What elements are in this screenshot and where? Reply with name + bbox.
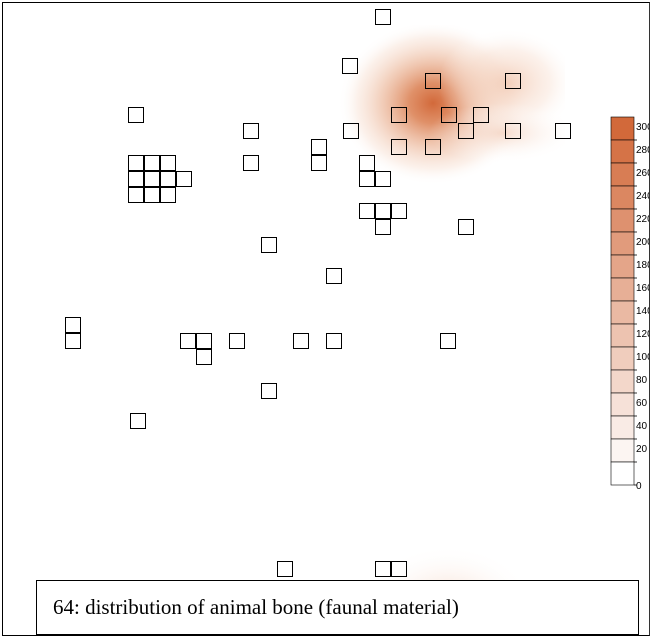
scale-swatch xyxy=(610,369,635,394)
scale-tick-label: 180 xyxy=(636,260,650,271)
excavation-unit-square xyxy=(375,203,391,219)
figure-caption: 64: distribution of animal bone (faunal … xyxy=(36,580,639,635)
excavation-unit-square xyxy=(375,561,391,577)
excavation-unit-square xyxy=(144,187,160,203)
excavation-unit-square xyxy=(128,107,144,123)
excavation-units xyxy=(65,9,571,577)
excavation-unit-square xyxy=(311,139,327,155)
excavation-unit-square xyxy=(441,107,457,123)
excavation-unit-square xyxy=(128,171,144,187)
excavation-unit-square xyxy=(176,171,192,187)
color-scale-legend: 0 20 40 60 80 100 120 140 160 180 200 220 240 260 280 3… xyxy=(610,116,650,492)
scale-swatch xyxy=(610,346,635,371)
scale-swatch xyxy=(610,461,635,486)
scale-swatch xyxy=(610,415,635,440)
excavation-unit-square xyxy=(473,107,489,123)
scale-swatch xyxy=(610,116,635,141)
excavation-unit-square xyxy=(196,333,212,349)
excavation-unit-square xyxy=(359,171,375,187)
excavation-unit-square xyxy=(160,187,176,203)
scale-swatch xyxy=(610,323,635,348)
scale-tick-label: 120 xyxy=(636,329,650,340)
excavation-unit-square xyxy=(425,139,441,155)
scale-tick-label: 40 xyxy=(636,421,648,432)
excavation-unit-square xyxy=(261,237,277,253)
excavation-unit-square xyxy=(180,333,196,349)
excavation-unit-square xyxy=(391,561,407,577)
excavation-unit-square xyxy=(375,219,391,235)
excavation-unit-square xyxy=(440,333,456,349)
excavation-unit-square xyxy=(505,73,521,89)
scale-swatch xyxy=(610,392,635,417)
scale-swatch xyxy=(610,438,635,463)
scale-tick-label: 100 xyxy=(636,352,650,363)
scale-tick-label: 240 xyxy=(636,191,650,202)
scale-tick-label: 80 xyxy=(636,375,648,386)
excavation-unit-square xyxy=(343,123,359,139)
excavation-unit-square xyxy=(359,203,375,219)
excavation-unit-square xyxy=(229,333,245,349)
excavation-unit-square xyxy=(144,171,160,187)
excavation-unit-square xyxy=(375,171,391,187)
scale-swatch xyxy=(610,277,635,302)
scale-swatch xyxy=(610,208,635,233)
excavation-unit-square xyxy=(65,333,81,349)
scale-swatch xyxy=(610,139,635,164)
scale-tick-label: 260 xyxy=(636,168,650,179)
excavation-unit-square xyxy=(130,413,146,429)
distribution-map: 0 20 40 60 80 100 120 140 160 180 200 220 240 260 280 3… xyxy=(65,9,650,635)
scale-swatch xyxy=(610,185,635,210)
scale-tick-label: 220 xyxy=(636,214,650,225)
excavation-unit-square xyxy=(277,561,293,577)
excavation-unit-square xyxy=(311,155,327,171)
excavation-unit-square xyxy=(359,155,375,171)
density-surface xyxy=(338,25,565,635)
excavation-unit-square xyxy=(196,349,212,365)
excavation-unit-square xyxy=(391,203,407,219)
excavation-unit-square xyxy=(160,155,176,171)
excavation-unit-square xyxy=(425,73,441,89)
excavation-unit-square xyxy=(375,9,391,25)
scale-tick-label: 280 xyxy=(636,145,650,156)
scale-tick-label: 60 xyxy=(636,398,648,409)
scale-tick-label: 20 xyxy=(636,444,648,455)
scale-swatch xyxy=(610,231,635,256)
excavation-unit-square xyxy=(128,187,144,203)
scale-tick-label: 0 xyxy=(636,481,642,492)
excavation-unit-square xyxy=(261,383,277,399)
excavation-unit-square xyxy=(326,268,342,284)
excavation-unit-square xyxy=(555,123,571,139)
excavation-unit-square xyxy=(293,333,309,349)
scale-swatch xyxy=(610,254,635,279)
excavation-unit-square xyxy=(505,123,521,139)
excavation-unit-square xyxy=(65,317,81,333)
scale-tick-label: 140 xyxy=(636,306,650,317)
excavation-unit-square xyxy=(391,107,407,123)
excavation-unit-square xyxy=(243,155,259,171)
scale-tick-label: 200 xyxy=(636,237,650,248)
excavation-unit-square xyxy=(128,155,144,171)
excavation-unit-square xyxy=(458,219,474,235)
scale-swatch xyxy=(610,300,635,325)
scale-tick-label: 300 xyxy=(636,122,650,133)
excavation-unit-square xyxy=(160,171,176,187)
excavation-unit-square xyxy=(144,155,160,171)
excavation-unit-square xyxy=(342,58,358,74)
excavation-unit-square xyxy=(243,123,259,139)
scale-tick-label: 160 xyxy=(636,283,650,294)
excavation-unit-square xyxy=(326,333,342,349)
excavation-unit-square xyxy=(391,139,407,155)
scale-swatch xyxy=(610,162,635,187)
excavation-unit-square xyxy=(458,123,474,139)
